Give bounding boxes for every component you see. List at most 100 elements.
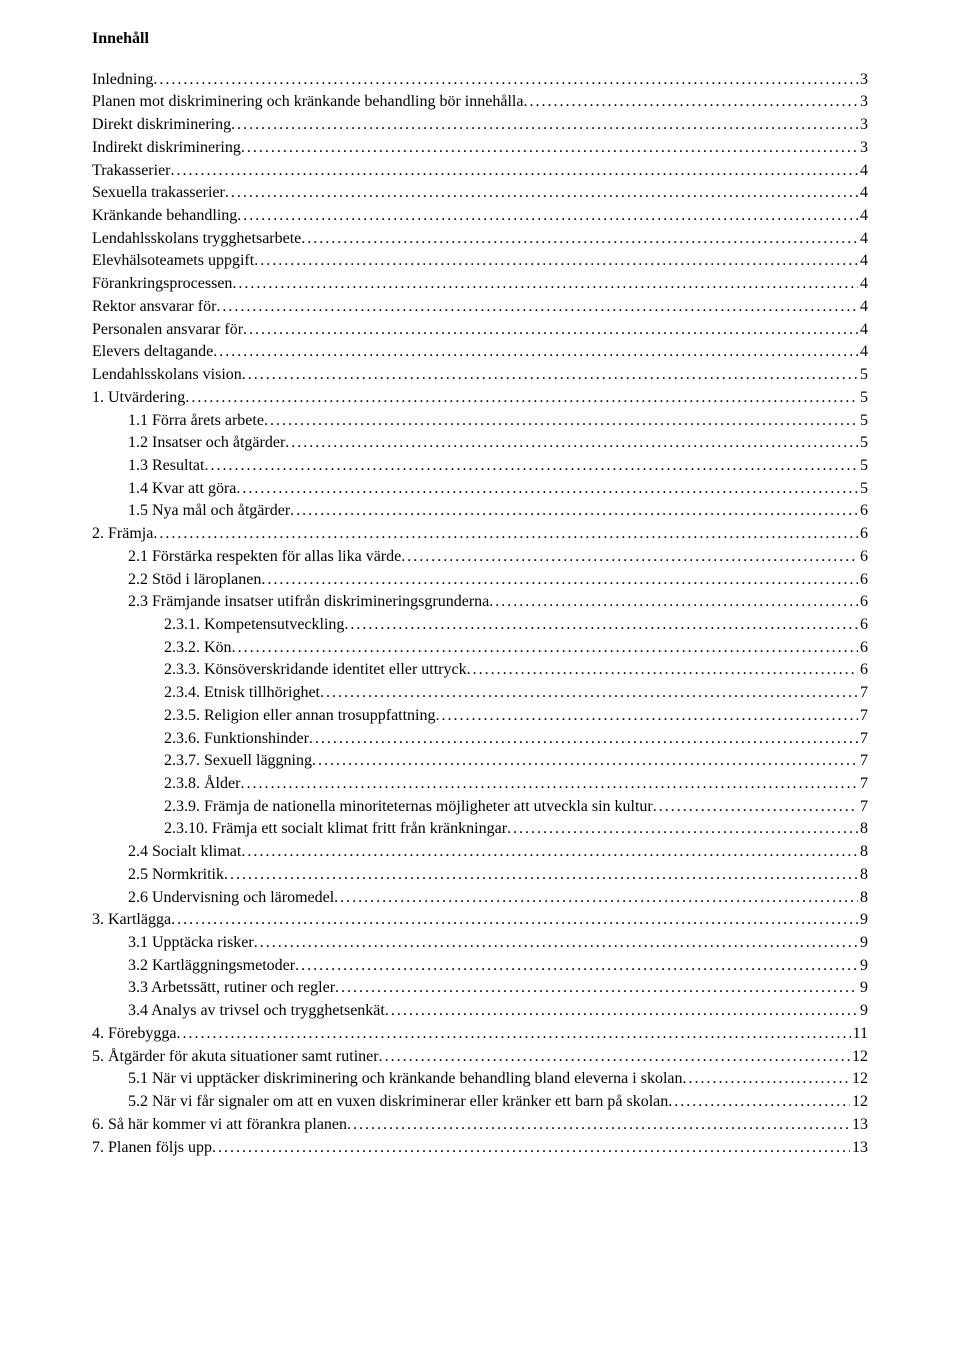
toc-entry-page: 9 [858, 932, 868, 955]
toc-entry-leader [225, 182, 858, 205]
toc-entry-leader [237, 205, 858, 228]
toc-entry-leader [489, 591, 858, 614]
toc-entry-page: 3 [858, 137, 868, 160]
toc-entry-page: 4 [858, 273, 868, 296]
toc-entry-leader [171, 160, 859, 183]
toc-entry-leader [507, 818, 858, 841]
toc-entry: Elevhälsoteamets uppgift4 [92, 250, 868, 273]
toc-entry-label: 2.3.9. Främja de nationella minoritetern… [164, 796, 653, 819]
toc-entry-page: 5 [858, 410, 868, 433]
toc-entry-label: 7. Planen följs upp [92, 1137, 212, 1160]
toc-body: Inledning3Planen mot diskriminering och … [92, 69, 868, 1160]
toc-entry-label: 2.6 Undervisning och läromedel [128, 887, 334, 910]
toc-entry-leader [241, 841, 858, 864]
toc-entry-label: 2.2 Stöd i läroplanen [128, 569, 261, 592]
toc-entry-leader [467, 659, 858, 682]
toc-entry-page: 6 [858, 659, 868, 682]
toc-title: Innehåll [92, 28, 868, 51]
toc-entry-page: 8 [858, 818, 868, 841]
toc-entry-label: Inledning [92, 69, 153, 92]
toc-entry-page: 5 [858, 478, 868, 501]
toc-entry-leader [254, 932, 858, 955]
toc-entry: 7. Planen följs upp 13 [92, 1137, 868, 1160]
toc-entry-page: 7 [858, 773, 868, 796]
toc-entry: 2.4 Socialt klimat 8 [92, 841, 868, 864]
toc-entry-leader [683, 1068, 851, 1091]
toc-entry-leader [301, 228, 858, 251]
toc-entry-label: 2.3.4. Etnisk tillhörighet [164, 682, 320, 705]
toc-entry: Trakasserier4 [92, 160, 868, 183]
toc-entry-leader [242, 364, 858, 387]
toc-entry-label: Kränkande behandling [92, 205, 237, 228]
toc-entry-leader [212, 1137, 850, 1160]
toc-entry-leader [309, 728, 858, 751]
toc-entry-leader [243, 319, 858, 342]
toc-entry-leader [213, 341, 858, 364]
toc-entry-label: 2.3.7. Sexuell läggning [164, 750, 312, 773]
toc-entry: Kränkande behandling4 [92, 205, 868, 228]
toc-entry: 3.3 Arbetssätt, rutiner och regler9 [92, 977, 868, 1000]
toc-entry-label: 5.1 När vi upptäcker diskriminering och … [128, 1068, 683, 1091]
toc-entry-page: 6 [858, 523, 868, 546]
toc-entry-leader [320, 682, 858, 705]
toc-entry-leader [254, 250, 858, 273]
toc-entry-leader [216, 296, 858, 319]
toc-entry-label: 1.5 Nya mål och åtgärder [128, 500, 290, 523]
toc-entry-leader [668, 1091, 850, 1114]
toc-entry: 2.3.3. Könsöverskridande identitet eller… [92, 659, 868, 682]
toc-entry-leader [344, 614, 858, 637]
toc-entry-label: 2.4 Socialt klimat [128, 841, 241, 864]
toc-entry: 2.3.1. Kompetensutveckling 6 [92, 614, 868, 637]
toc-entry: 2.3 Främjande insatser utifrån diskrimin… [92, 591, 868, 614]
toc-entry-label: Elevers deltagande [92, 341, 213, 364]
toc-entry: Direkt diskriminering 3 [92, 114, 868, 137]
toc-entry-label: Trakasserier [92, 160, 171, 183]
toc-entry: 2.1 Förstärka respekten för allas lika v… [92, 546, 868, 569]
toc-entry: 5. Åtgärder för akuta situationer samt r… [92, 1046, 868, 1069]
toc-entry: 2. Främja 6 [92, 523, 868, 546]
toc-entry-page: 12 [850, 1046, 868, 1069]
toc-entry-label: 2.3.8. Ålder [164, 773, 240, 796]
toc-entry-page: 9 [858, 977, 868, 1000]
toc-entry: 2.3.4. Etnisk tillhörighet7 [92, 682, 868, 705]
toc-entry-leader [185, 387, 858, 410]
toc-entry-page: 6 [858, 614, 868, 637]
toc-entry: 2.2 Stöd i läroplanen6 [92, 569, 868, 592]
toc-entry-page: 4 [858, 250, 868, 273]
toc-entry-leader [347, 1114, 850, 1137]
toc-entry-label: 4. Förebygga [92, 1023, 176, 1046]
toc-entry-label: 2.3.5. Religion eller annan trosuppfattn… [164, 705, 436, 728]
toc-entry: Planen mot diskriminering och kränkande … [92, 91, 868, 114]
toc-entry-page: 5 [858, 432, 868, 455]
toc-entry: 3.4 Analys av trivsel och trygghetsenkät… [92, 1000, 868, 1023]
toc-entry: 2.3.6. Funktionshinder7 [92, 728, 868, 751]
toc-entry-leader [176, 1023, 850, 1046]
toc-entry-label: 3.2 Kartläggningsmetoder [128, 955, 295, 978]
toc-entry: 4. Förebygga 11 [92, 1023, 868, 1046]
toc-entry-page: 9 [858, 955, 868, 978]
toc-entry-label: 2.3.10. Främja ett socialt klimat fritt … [164, 818, 507, 841]
toc-entry-leader [153, 69, 858, 92]
toc-entry-label: 3.4 Analys av trivsel och trygghetsenkät [128, 1000, 385, 1023]
toc-entry-label: 2.3 Främjande insatser utifrån diskrimin… [128, 591, 489, 614]
toc-entry-page: 6 [858, 500, 868, 523]
toc-entry-leader [335, 977, 858, 1000]
toc-entry-page: 13 [850, 1137, 868, 1160]
toc-entry-label: 2. Främja [92, 523, 153, 546]
toc-entry-label: 1. Utvärdering [92, 387, 185, 410]
toc-entry-page: 8 [858, 841, 868, 864]
toc-entry-leader [232, 637, 858, 660]
toc-entry-label: 6. Så här kommer vi att förankra planen [92, 1114, 347, 1137]
toc-entry-label: 2.3.1. Kompetensutveckling [164, 614, 344, 637]
toc-entry-page: 5 [858, 387, 868, 410]
toc-entry-leader [312, 750, 858, 773]
toc-entry-page: 4 [858, 319, 868, 342]
toc-entry-label: Personalen ansvarar för [92, 319, 243, 342]
toc-entry: 3.2 Kartläggningsmetoder 9 [92, 955, 868, 978]
toc-entry-page: 5 [858, 364, 868, 387]
toc-entry-page: 11 [851, 1023, 868, 1046]
toc-entry-label: 2.1 Förstärka respekten för allas lika v… [128, 546, 401, 569]
toc-entry-leader [240, 773, 858, 796]
toc-entry-leader [231, 114, 858, 137]
toc-entry-page: 3 [858, 91, 868, 114]
